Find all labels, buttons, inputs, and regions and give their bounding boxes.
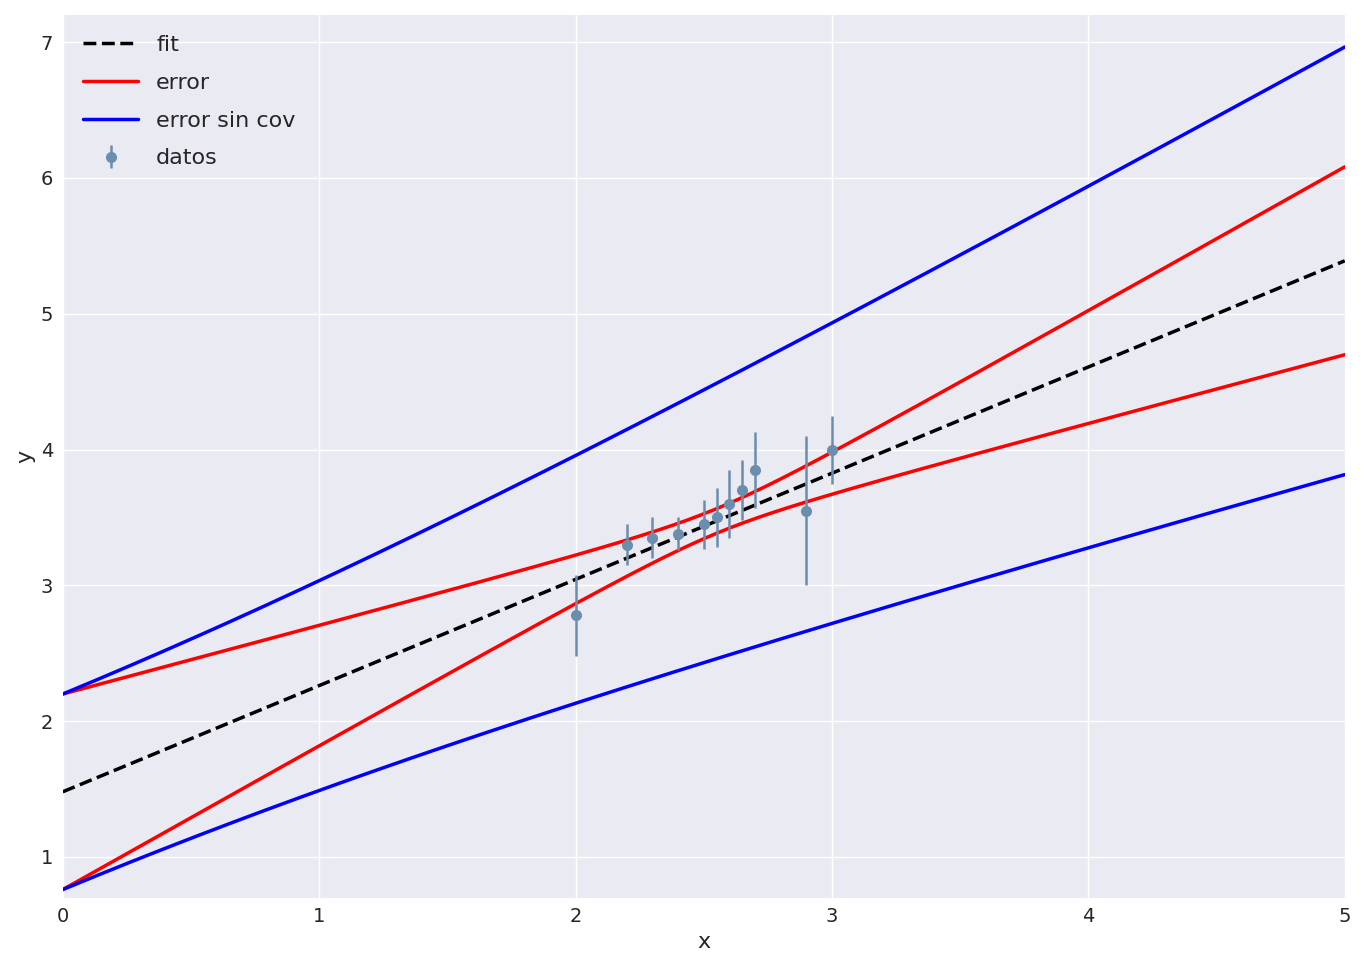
error: [818, 450, 835, 461]
Line: error sin cov: error sin cov: [63, 47, 1344, 694]
error: [664, 520, 680, 532]
error: [55, 689, 71, 700]
error sin cov: [664, 400, 680, 412]
error sin cov: [671, 396, 687, 408]
error sin cov: [1336, 42, 1352, 53]
fit: [55, 786, 71, 798]
fit: [664, 534, 680, 545]
X-axis label: x: x: [697, 932, 710, 952]
fit: [1105, 351, 1121, 363]
fit: [818, 470, 835, 482]
error: [1336, 161, 1352, 173]
fit: [671, 531, 687, 542]
Y-axis label: y: y: [15, 450, 36, 463]
fit: [1306, 268, 1322, 279]
fit: [749, 499, 765, 511]
error: [749, 485, 765, 497]
error: [1105, 291, 1121, 303]
error: [1306, 178, 1322, 190]
Line: error: error: [63, 167, 1344, 694]
error: [671, 517, 687, 529]
Line: fit: fit: [63, 261, 1344, 792]
Legend: fit, error, error sin cov, datos: fit, error, error sin cov, datos: [74, 26, 305, 177]
error sin cov: [749, 357, 765, 368]
error sin cov: [1105, 166, 1121, 178]
error sin cov: [1306, 58, 1322, 70]
error sin cov: [55, 689, 71, 700]
error sin cov: [818, 320, 835, 332]
fit: [1336, 255, 1352, 267]
